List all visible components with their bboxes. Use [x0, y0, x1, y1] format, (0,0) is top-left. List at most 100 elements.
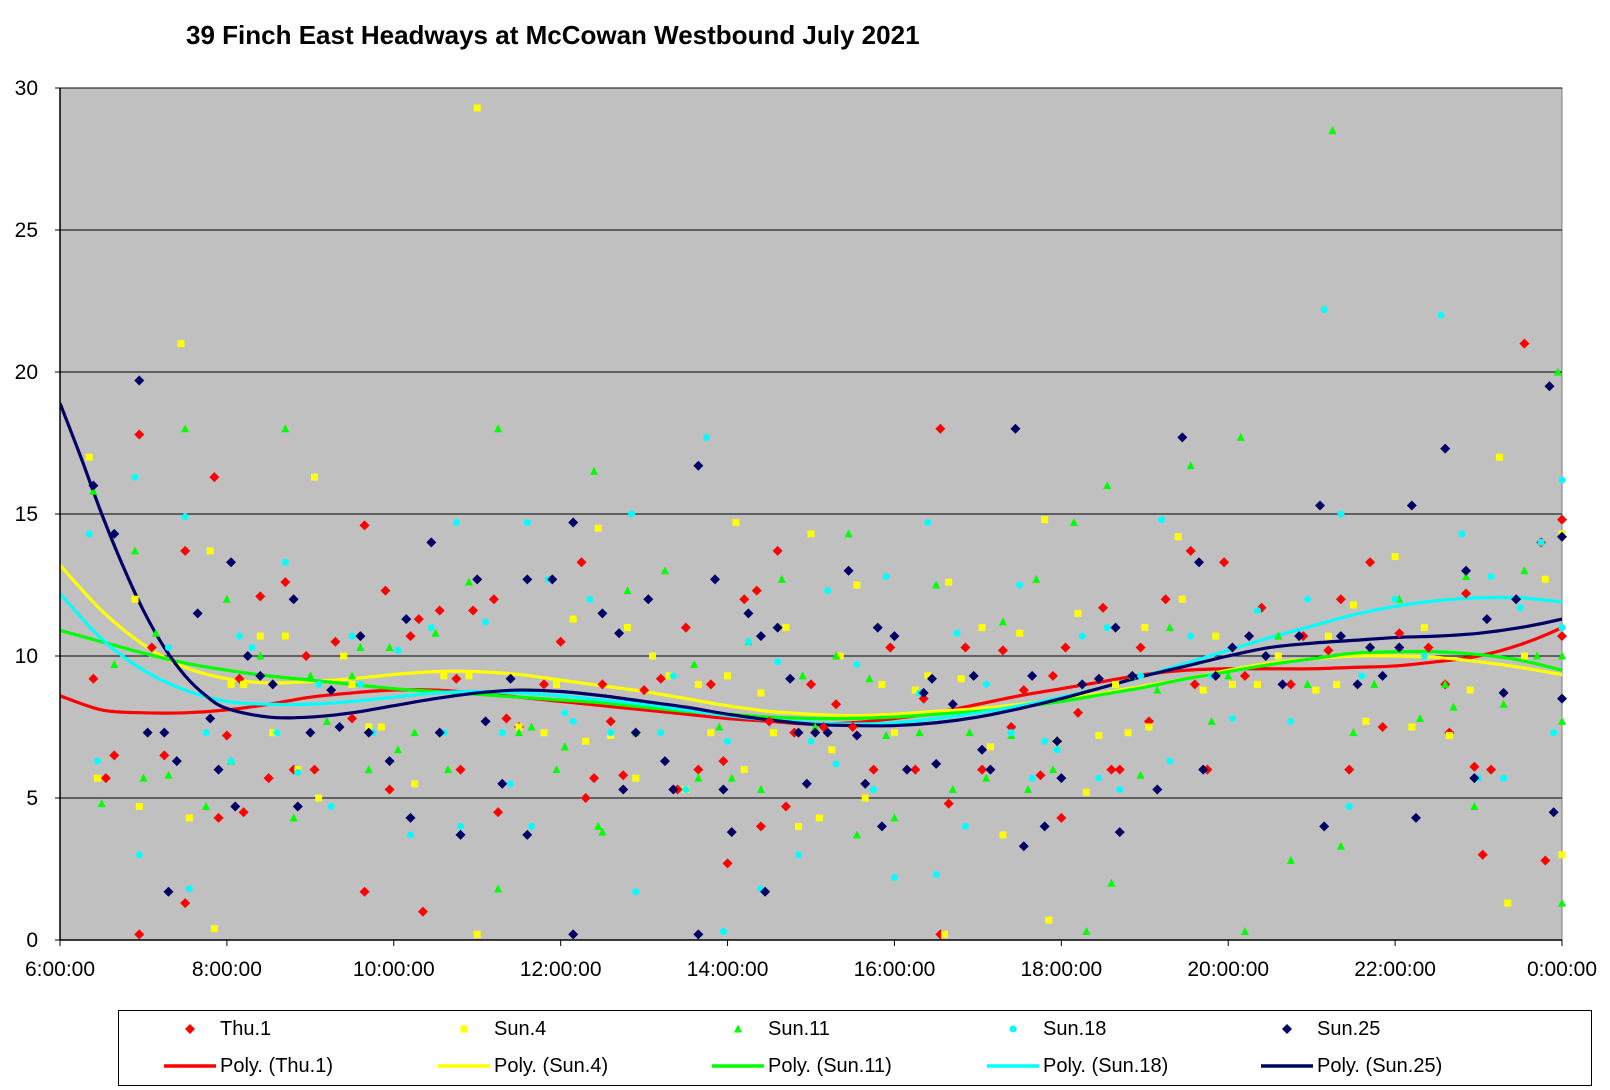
legend-item: Sun.4	[438, 1014, 546, 1044]
data-point	[110, 660, 119, 669]
data-point	[1495, 453, 1503, 461]
data-point	[719, 927, 727, 935]
data-point	[1500, 774, 1508, 782]
data-point	[359, 886, 370, 897]
x-tick-label: 6:00:00	[25, 958, 95, 981]
data-point	[724, 737, 732, 745]
y-tick-label: 0	[26, 929, 38, 952]
data-point	[794, 851, 802, 859]
data-point	[355, 631, 366, 642]
data-point	[221, 730, 232, 741]
data-point	[527, 722, 536, 731]
data-point	[181, 424, 190, 433]
data-point	[1127, 670, 1138, 681]
data-point	[434, 605, 445, 616]
data-point	[384, 756, 395, 767]
data-point	[824, 587, 832, 595]
data-point	[1370, 679, 1379, 688]
data-point	[1157, 516, 1165, 524]
data-point	[743, 608, 754, 619]
data-point	[1287, 717, 1295, 725]
data-point	[1077, 679, 1088, 690]
data-point	[1007, 729, 1015, 737]
data-point	[655, 673, 666, 684]
data-point	[1285, 679, 1296, 690]
data-point	[326, 685, 337, 696]
data-point	[772, 622, 783, 633]
data-point	[281, 632, 289, 640]
data-point	[1335, 631, 1346, 642]
data-point	[444, 765, 453, 774]
data-point	[1082, 926, 1091, 935]
data-point	[1135, 642, 1146, 653]
data-point	[1511, 594, 1522, 605]
data-point	[213, 812, 224, 823]
data-point	[968, 670, 979, 681]
data-point	[1286, 855, 1295, 864]
data-point	[961, 822, 969, 830]
trendline-Poly. (Sun.11)	[60, 628, 1562, 721]
data-point	[890, 813, 899, 822]
data-point	[256, 651, 265, 660]
data-point	[356, 680, 364, 688]
data-point	[1103, 624, 1111, 632]
data-point	[965, 728, 974, 737]
data-point	[497, 778, 508, 789]
data-point	[493, 807, 504, 818]
data-point	[1423, 642, 1434, 653]
data-point	[1124, 729, 1132, 737]
data-point	[405, 631, 416, 642]
data-point	[1469, 773, 1480, 784]
data-point	[680, 622, 691, 633]
data-point	[1487, 572, 1495, 580]
data-point	[348, 680, 356, 688]
data-point	[1069, 518, 1078, 527]
data-point	[777, 574, 786, 583]
data-point	[630, 727, 641, 738]
data-point	[885, 642, 896, 653]
data-point	[657, 729, 665, 737]
data-point	[151, 628, 160, 637]
data-point	[911, 686, 919, 694]
data-point	[451, 673, 462, 684]
legend-item: Sun.18	[987, 1014, 1106, 1044]
data-point	[594, 821, 603, 830]
data-point	[1323, 645, 1334, 656]
data-point	[202, 729, 210, 737]
data-point	[1047, 670, 1058, 681]
data-point	[957, 675, 965, 683]
data-point	[273, 729, 281, 737]
data-point	[1239, 670, 1250, 681]
data-point	[782, 624, 790, 632]
data-point	[1315, 500, 1326, 511]
data-point	[330, 636, 341, 647]
data-point	[1095, 774, 1103, 782]
x-tick-label: 14:00:00	[687, 958, 769, 981]
data-point	[180, 898, 191, 909]
data-point	[810, 727, 821, 738]
legend-marker-swatch	[164, 1014, 216, 1044]
data-point	[614, 628, 625, 639]
data-point	[426, 537, 437, 548]
legend-marker	[1009, 1025, 1017, 1033]
data-point	[1394, 642, 1405, 653]
data-point	[1391, 595, 1399, 603]
data-point	[202, 802, 211, 811]
data-point	[1352, 679, 1363, 690]
data-point	[1194, 557, 1205, 568]
data-point	[1098, 602, 1109, 613]
data-point	[222, 594, 231, 603]
legend-item: Poly. (Thu.1)	[164, 1051, 333, 1081]
x-tick-label: 18:00:00	[1020, 958, 1102, 981]
data-point	[932, 580, 941, 589]
y-tick-label: 5	[26, 787, 38, 810]
data-point	[1520, 566, 1529, 575]
data-point	[1410, 812, 1421, 823]
data-point	[1466, 686, 1474, 694]
x-tick-label: 10:00:00	[353, 958, 435, 981]
data-point	[472, 574, 483, 585]
data-point	[134, 929, 145, 940]
data-point	[1377, 670, 1388, 681]
data-point	[1532, 651, 1541, 660]
legend-item: Poly. (Sun.25)	[1261, 1051, 1442, 1081]
